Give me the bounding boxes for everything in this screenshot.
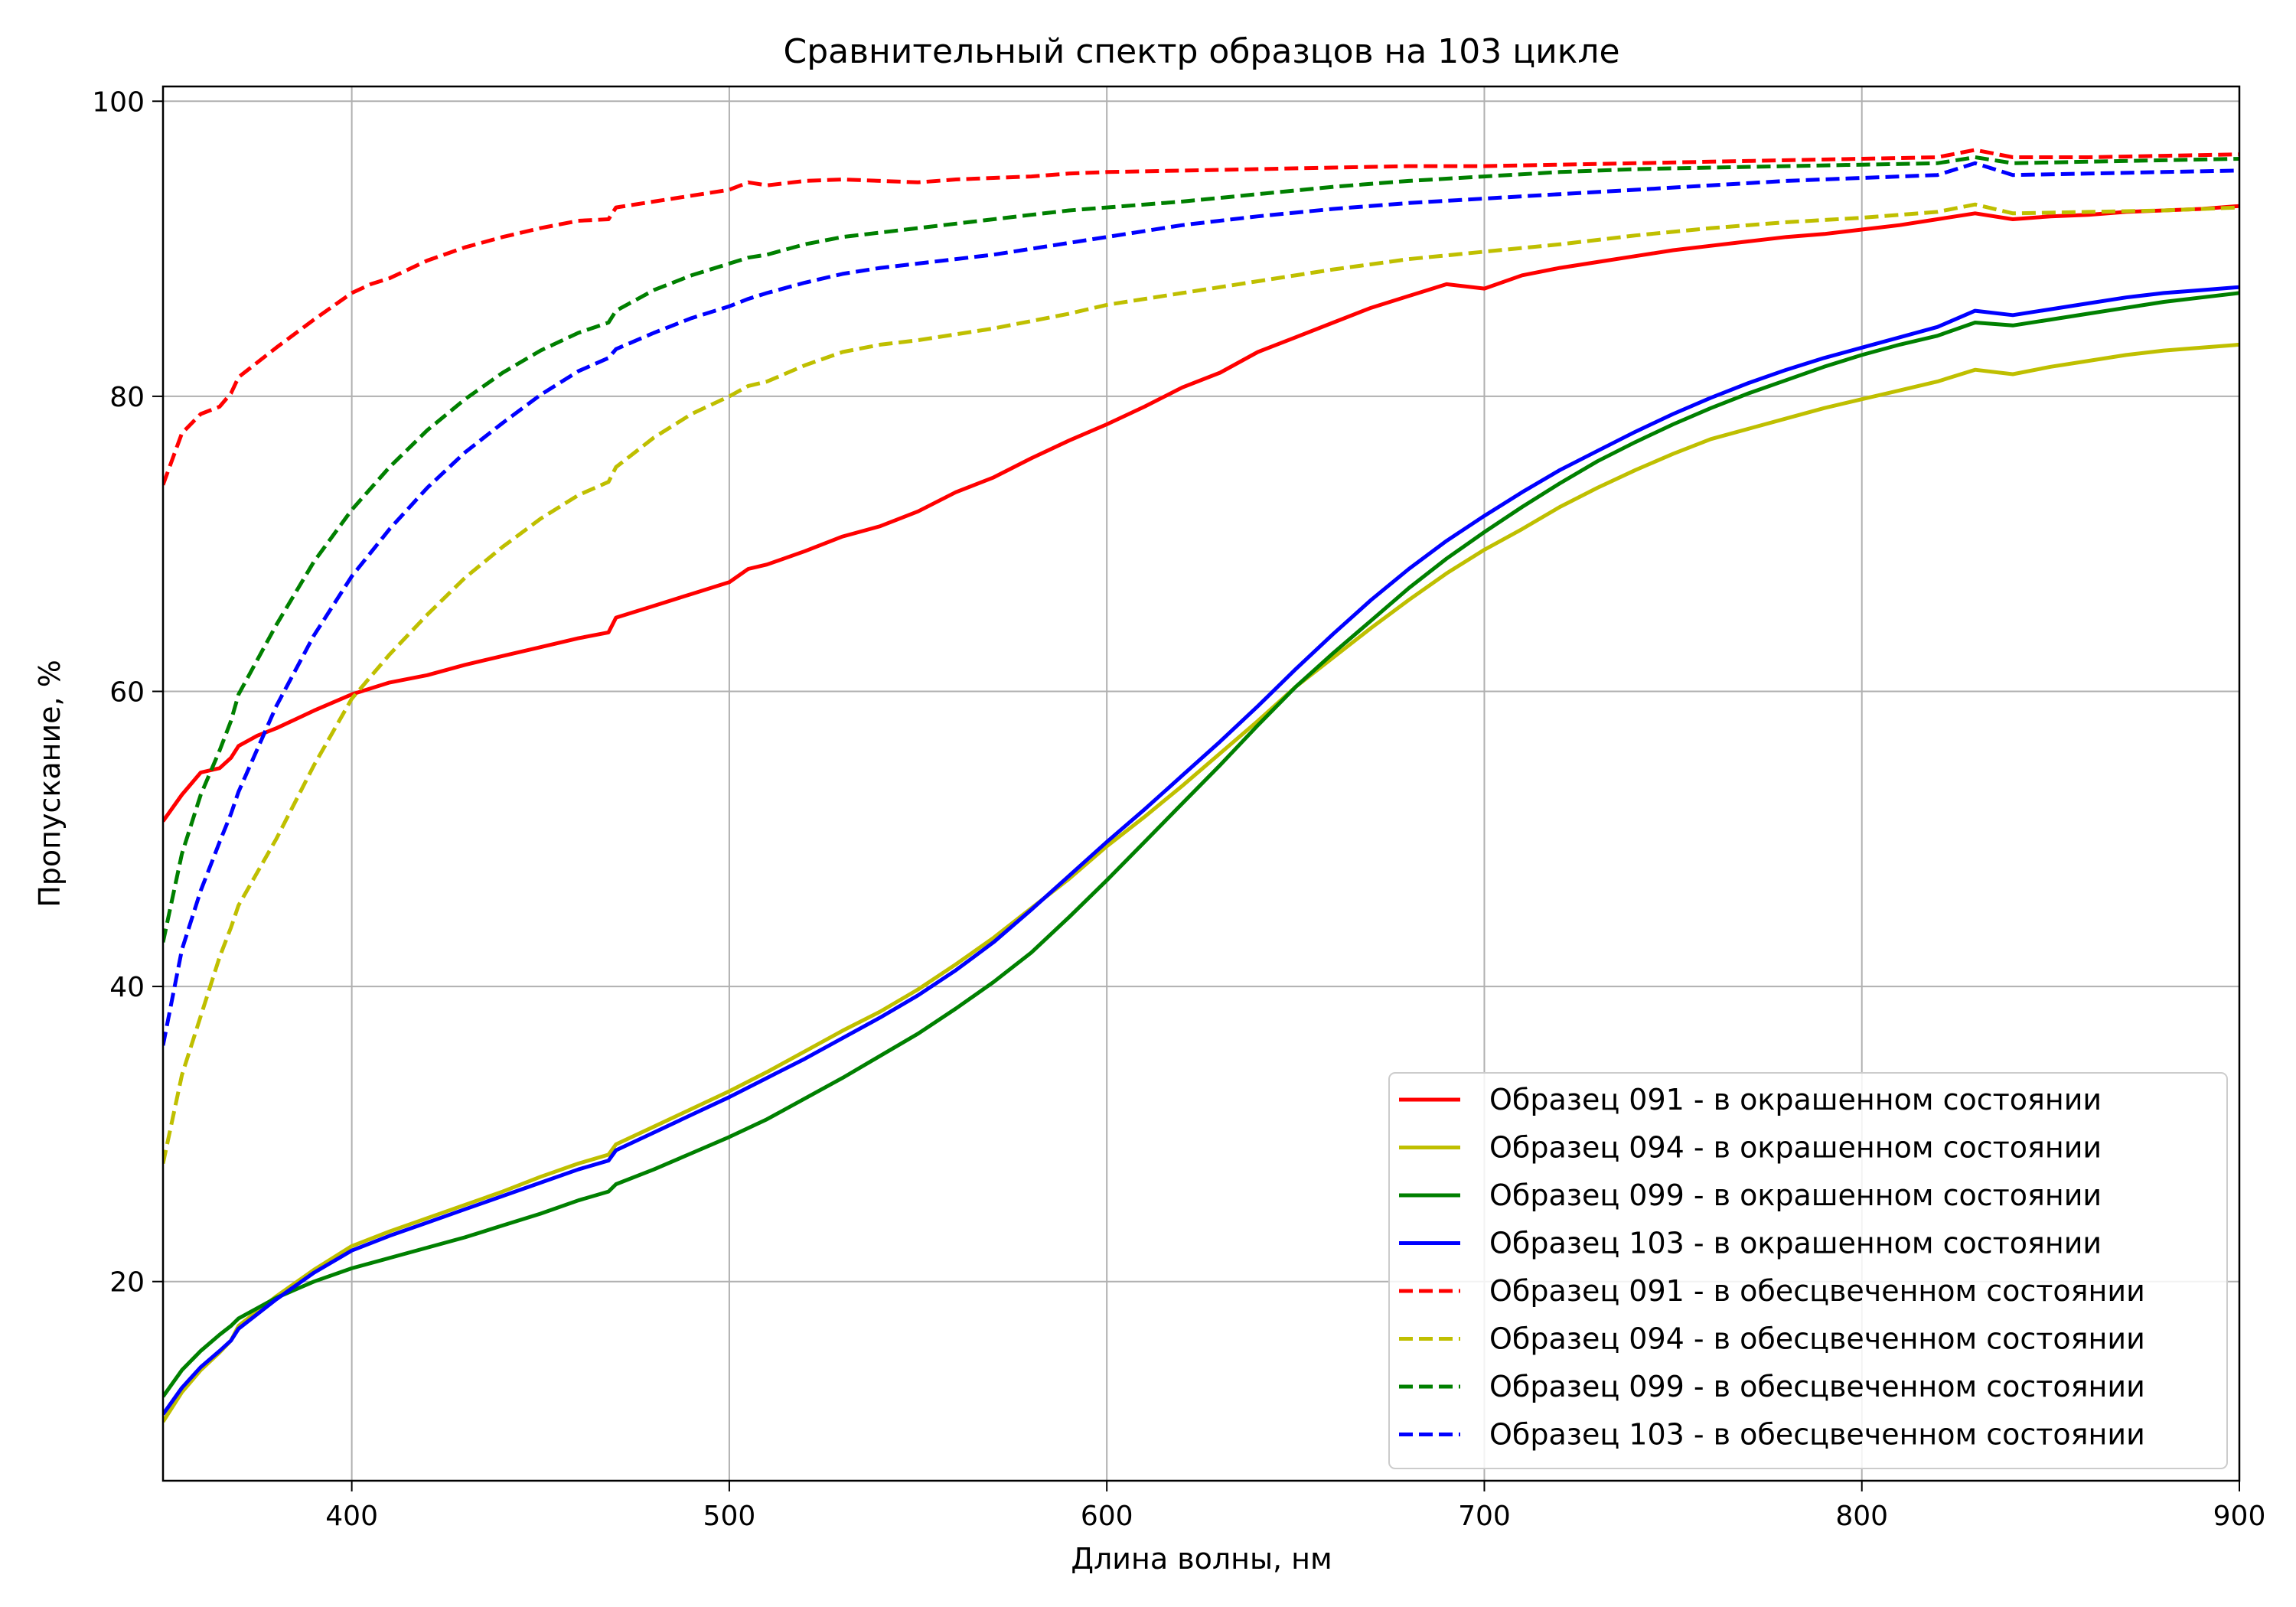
x-axis-label: Длина волны, нм	[1071, 1542, 1332, 1576]
y-tick-label: 40	[109, 972, 145, 1003]
series-layer	[163, 148, 2239, 1423]
legend-box	[1388, 1072, 2228, 1469]
y-tick-label: 60	[109, 676, 145, 708]
axis-ticks: 400 500 600 700 800 900 20 40 60 80 100	[92, 86, 2265, 1532]
y-tick-label: 20	[109, 1267, 145, 1299]
series-line-2	[163, 291, 2239, 1398]
series-line-5	[163, 202, 2239, 1165]
legend-label-0: Образец 091 - в окрашенном состоянии	[1489, 1083, 2102, 1116]
legend-label-7: Образец 103 - в обесцвеченном состоянии	[1489, 1418, 2145, 1452]
legend-label-4: Образец 091 - в обесцвеченном состоянии	[1489, 1274, 2145, 1308]
series-line-0	[163, 204, 2239, 823]
grid-lines	[163, 86, 2240, 1481]
chart-title: Сравнительный спектр образцов на 103 цик…	[783, 32, 1619, 71]
legend-label-5: Образец 094 - в обесцвеченном состоянии	[1489, 1322, 2145, 1356]
series-line-4	[163, 148, 2239, 486]
legend-label-3: Образец 103 - в окрашенном состоянии	[1489, 1227, 2102, 1260]
x-tick-label: 500	[703, 1501, 756, 1532]
y-tick-label: 80	[109, 382, 145, 413]
plot-frame	[161, 85, 2241, 1482]
legend-label-2: Образец 099 - в окрашенном состоянии	[1489, 1178, 2102, 1212]
y-tick-label: 100	[92, 86, 145, 118]
series-line-7	[163, 161, 2239, 1046]
legend-label-1: Образец 094 - в окрашенном состоянии	[1489, 1131, 2102, 1165]
legend-label-6: Образец 099 - в обесцвеченном состоянии	[1489, 1370, 2145, 1403]
x-tick-label: 600	[1081, 1501, 1133, 1532]
x-tick-label: 800	[1835, 1501, 1888, 1532]
series-line-3	[163, 285, 2239, 1416]
y-axis-label: Пропускание, %	[33, 660, 67, 908]
x-tick-label: 700	[1458, 1501, 1511, 1532]
x-tick-label: 400	[325, 1501, 378, 1532]
series-line-1	[163, 342, 2239, 1423]
x-tick-label: 900	[2213, 1501, 2266, 1532]
legend: Образец 091 - в окрашенном состоянии Обра…	[1388, 1072, 2228, 1469]
